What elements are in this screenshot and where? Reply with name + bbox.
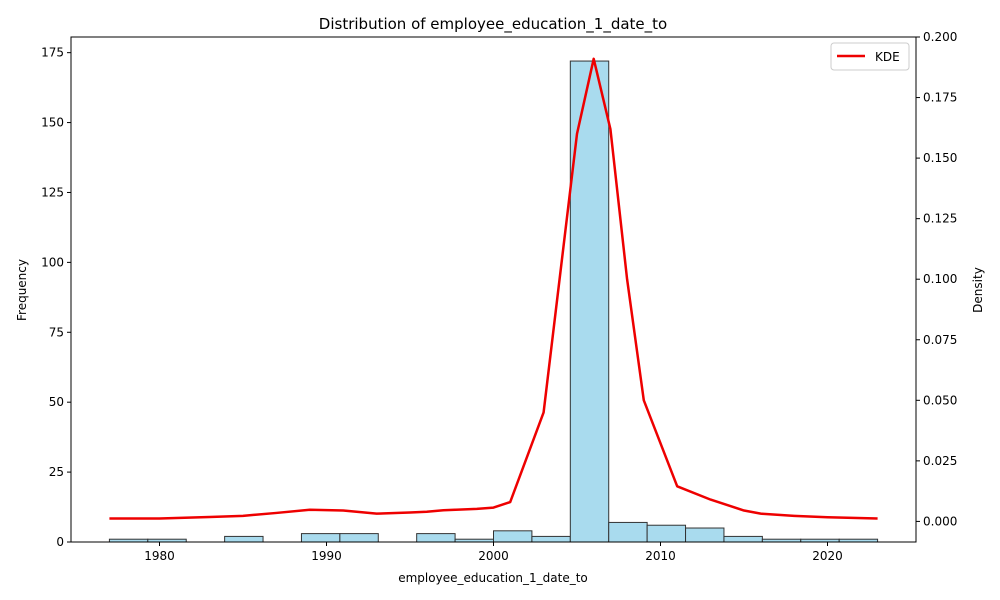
legend-kde-label: KDE — [875, 50, 900, 64]
y2-tick-label: 0.125 — [923, 212, 957, 226]
y-tick-label: 0 — [56, 535, 64, 549]
y2-tick-label: 0.150 — [923, 151, 957, 165]
y-axis-ticks: 0 25 50 75 100 125 150 175 — [41, 46, 71, 549]
kde-line — [109, 57, 878, 520]
y2-tick-label: 0.025 — [923, 454, 957, 468]
x-tick-label: 1990 — [311, 549, 342, 563]
x-tick-label: 1980 — [144, 549, 175, 563]
histogram-bar — [608, 521, 648, 543]
histogram-bar — [646, 524, 687, 543]
y2-tick-label: 0.175 — [923, 91, 957, 105]
x-axis-ticks: 1980 1990 2000 2010 2020 — [144, 542, 843, 563]
histogram-bar — [493, 530, 533, 543]
histogram-bar — [723, 535, 763, 543]
y-tick-label: 150 — [41, 116, 64, 130]
y2-tick-label: 0.100 — [923, 272, 957, 286]
histogram-bar — [339, 533, 379, 543]
y-axis-label: Frequency — [15, 259, 29, 321]
y-tick-label: 75 — [49, 325, 64, 339]
histogram-bar — [685, 527, 725, 543]
legend-box — [830, 42, 910, 71]
histogram-bar — [224, 535, 264, 543]
kde-layer — [109, 57, 878, 520]
plot-background — [71, 37, 916, 542]
chart-title: Distribution of employee_education_1_dat… — [319, 15, 667, 34]
y-tick-label: 175 — [41, 46, 64, 60]
histogram-bar — [416, 533, 456, 543]
y2-tick-label: 0.000 — [923, 514, 957, 528]
y2-axis-label: Density — [971, 267, 985, 313]
y2-axis-ticks: 0.000 0.025 0.050 0.075 0.100 0.125 0.150 0.175… — [916, 30, 957, 528]
x-tick-label: 2020 — [812, 549, 843, 563]
y2-tick-label: 0.200 — [923, 30, 957, 44]
histogram-bar — [531, 535, 571, 543]
y2-tick-label: 0.075 — [923, 333, 957, 347]
y2-tick-label: 0.050 — [923, 393, 957, 407]
y-tick-label: 100 — [41, 255, 64, 269]
y-tick-label: 25 — [49, 465, 64, 479]
x-tick-label: 2010 — [645, 549, 676, 563]
x-tick-label: 2000 — [478, 549, 509, 563]
y-tick-label: 125 — [41, 185, 64, 199]
legend: KDE — [830, 42, 910, 71]
x-axis-label: employee_education_1_date_to — [398, 571, 588, 585]
histogram-bar — [300, 533, 341, 543]
y-tick-label: 50 — [49, 395, 64, 409]
histogram-bars — [108, 60, 879, 543]
